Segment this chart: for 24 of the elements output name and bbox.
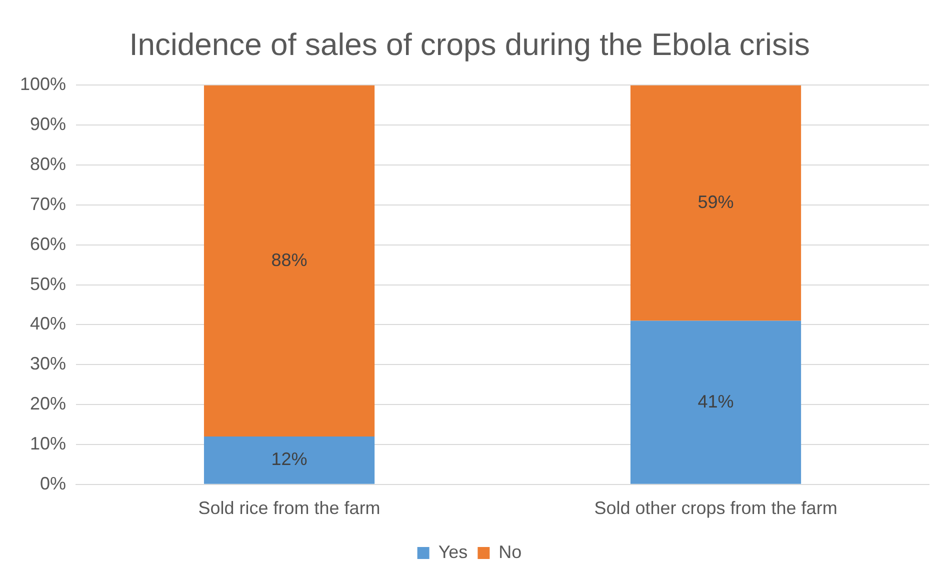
chart-title: Incidence of sales of crops during the Ebola crisis [129, 27, 810, 62]
legend-label: No [498, 542, 522, 562]
data-label: 12% [271, 449, 308, 470]
data-label: 88% [271, 250, 308, 270]
y-tick-label: 50% [30, 274, 66, 294]
y-tick-label: 20% [30, 394, 66, 414]
bar [630, 85, 802, 321]
legend-label: Yes [438, 542, 468, 562]
y-tick-label: 60% [30, 234, 66, 254]
y-tick-label: 70% [30, 194, 66, 214]
bar [630, 320, 802, 484]
y-tick-label: 10% [30, 433, 66, 454]
data-label: 41% [698, 391, 734, 412]
y-tick-label: 0% [40, 473, 66, 494]
bar [204, 85, 375, 436]
y-tick-label: 80% [30, 154, 66, 174]
y-tick-label: 100% [20, 74, 66, 94]
bar [204, 436, 375, 484]
y-tick-label: 30% [30, 354, 66, 374]
data-label: 59% [698, 192, 734, 212]
y-tick-label: 40% [30, 314, 66, 334]
x-tick-label: Sold rice from the farm [198, 498, 380, 518]
x-tick-label: Sold other crops from the farm [594, 498, 838, 518]
y-tick-label: 90% [30, 114, 66, 134]
